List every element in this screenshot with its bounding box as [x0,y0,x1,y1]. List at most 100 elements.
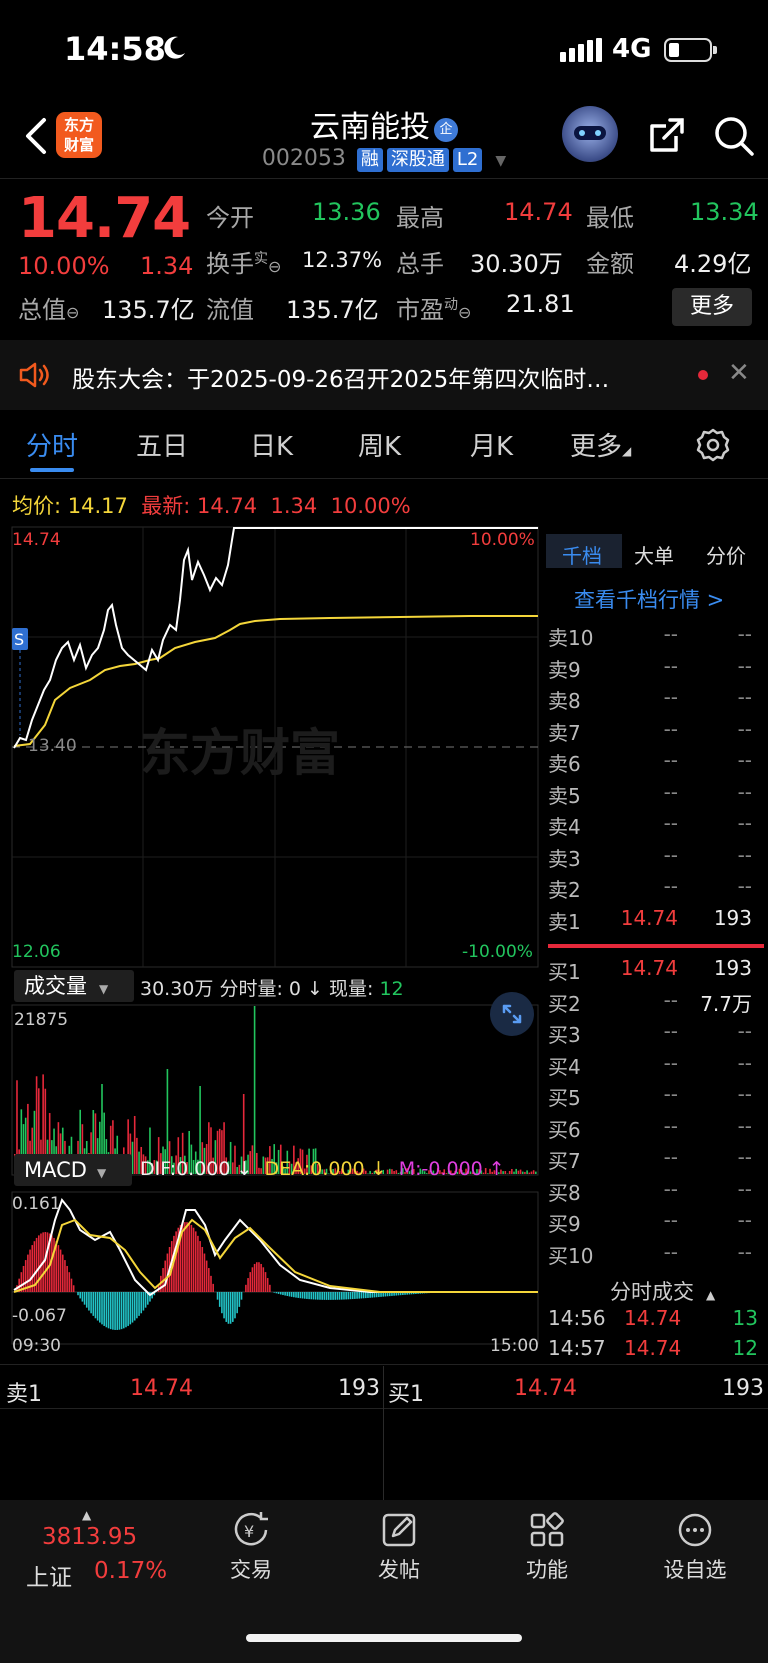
ask-row[interactable]: 卖4 -- -- [548,811,768,842]
bid-price: -- [663,987,678,1012]
bid-row[interactable]: 买9 -- -- [548,1208,768,1239]
expand-button[interactable] [490,992,534,1036]
orderbook-tab-price[interactable]: 分价 [706,544,746,568]
ask-row[interactable]: 卖8 -- -- [548,685,768,716]
ask-row[interactable]: 卖6 -- -- [548,748,768,779]
volume-bar [253,1006,256,1174]
volume-bar [258,1167,260,1174]
bid-price: -- [663,1082,678,1106]
index-expand-icon[interactable]: ▲ [82,1508,92,1522]
bid-row[interactable]: 买8 -- -- [548,1177,768,1208]
intraday-chart[interactable]: 东方财富 S [0,520,545,1370]
home-indicator[interactable] [246,1634,522,1642]
macd-bar [277,1292,280,1294]
bid-row[interactable]: 买7 -- -- [548,1145,768,1176]
volume-bar [460,1170,463,1174]
more-button[interactable]: 更多 [672,288,752,326]
macd-bar [260,1263,262,1292]
close-icon[interactable]: ✕ [728,358,750,388]
bid-level-label: 买10 [548,1243,594,1268]
index-name[interactable]: 上证 [26,1565,72,1591]
ask-row[interactable]: 卖10 -- -- [548,622,768,653]
notice-bar[interactable] [0,340,768,410]
level1-ask-label: 卖1 [6,1382,42,1407]
macd-bar [251,1267,254,1292]
view-depth-link[interactable]: 查看千档行情 > [574,588,725,612]
index-percent[interactable]: 0.17% [94,1558,168,1584]
ask-row[interactable]: 卖7 -- -- [548,717,768,748]
search-icon[interactable] [712,114,756,158]
volume-bar [129,1133,132,1174]
bid-row[interactable]: 买4 -- -- [548,1051,768,1082]
nav-trade[interactable]: ¥ 交易 [196,1510,306,1584]
change-amount: 1.34 [140,252,194,280]
nav-function[interactable]: 功能 [492,1510,602,1584]
ask-level-label: 卖4 [548,815,581,839]
tab-more[interactable]: 更多◢ [570,432,632,462]
ask-row[interactable]: 卖1 14.74 193 [548,906,768,937]
gear-icon[interactable] [696,428,730,462]
macd-bar [354,1292,356,1299]
nav-watchlist[interactable]: 设自选 [640,1510,750,1584]
volume-bar [456,1171,459,1174]
nav-post[interactable]: 发帖 [344,1510,454,1584]
volume-bar [184,1155,186,1174]
volume-bar [138,1151,140,1174]
bid-row[interactable]: 买6 -- -- [548,1114,768,1145]
macd-bar [18,1278,20,1292]
share-icon[interactable] [646,114,688,156]
macd-bar [327,1292,330,1300]
trade-price: 14.74 [624,1306,682,1330]
volume-bar [332,1168,334,1174]
macd-bar [92,1292,95,1316]
bid-row[interactable]: 买3 -- -- [548,1019,768,1050]
macd-bar [146,1292,149,1305]
volume-bar [20,1109,23,1174]
bid-row[interactable]: 买1 14.74 193 [548,956,768,987]
macd-bar [388,1292,391,1297]
trades-title[interactable]: 分时成交 ▲ [610,1280,716,1304]
bid-level-label: 买6 [548,1117,581,1142]
volume-value: 30.30万 [470,250,563,278]
volume-bar [360,1172,363,1174]
ask-level-label: 卖9 [548,657,581,682]
macd-bar [166,1253,169,1292]
orderbook-tab-bigorder[interactable]: 大单 [634,544,674,568]
tab-weekly-k[interactable]: 周K [358,432,402,462]
bid-price: -- [663,1176,678,1201]
orderbook-tab-depth[interactable]: 千档 [562,544,602,568]
volume-bar [364,1170,367,1174]
level1-ask-price: 14.74 [130,1376,193,1401]
ask-row[interactable]: 卖9 -- -- [548,654,768,685]
volume-bar [447,1171,450,1174]
volume-bar [321,1169,323,1174]
level1-bid-vol: 193 [722,1376,764,1401]
trade-time: 14:57 [548,1336,606,1360]
ask-row[interactable]: 卖2 -- -- [548,874,768,905]
back-icon[interactable] [16,112,56,160]
volume-indicator-select[interactable]: 成交量 ▼ [14,970,134,1002]
tab-intraday[interactable]: 分时 [26,432,79,462]
bid-row[interactable]: 买2 -- 7.7万 [548,988,768,1019]
bid-row[interactable]: 买10 -- -- [548,1240,768,1271]
ask-row[interactable]: 卖3 -- -- [548,843,768,874]
tab-five-day[interactable]: 五日 [136,432,189,462]
volume-bar [308,1148,310,1174]
header-divider [0,178,768,179]
assistant-robot-icon[interactable] [562,106,618,162]
macd-bar [404,1292,406,1295]
bid-level-label: 买3 [548,1023,581,1047]
bid-row[interactable]: 买5 -- -- [548,1082,768,1113]
macd-histogram [16,1222,450,1330]
macd-bar [412,1292,415,1295]
volume-bar [53,1128,55,1174]
ask-volume: -- [737,748,752,772]
macd-indicator-select[interactable]: MACD ▼ [14,1154,132,1186]
ask-row[interactable]: 卖5 -- -- [548,780,768,811]
tab-monthly-k[interactable]: 月K [470,432,514,462]
volume-bar [149,1127,151,1174]
stock-code-row[interactable]: 002053 融深股通 L2 ▼ [0,146,768,172]
tab-daily-k[interactable]: 日K [250,432,294,462]
level1-vertical-divider [383,1366,384,1500]
index-value[interactable]: 3813.95 [42,1524,138,1550]
